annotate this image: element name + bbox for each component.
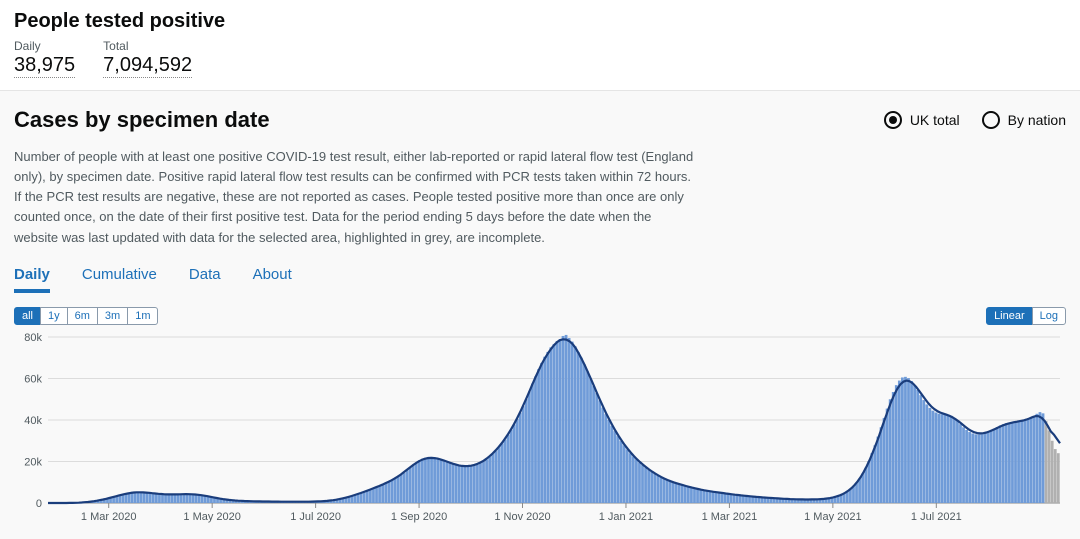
svg-text:1 May 2021: 1 May 2021 [804, 511, 861, 523]
section-description: Number of people with at least one posit… [14, 147, 694, 248]
view-radio-group: UK total By nation [884, 111, 1066, 129]
summary-section: People tested positive Daily 38,975 Tota… [0, 0, 1080, 91]
svg-text:60k: 60k [24, 373, 42, 385]
tab-about[interactable]: About [253, 266, 292, 293]
radio-by-nation[interactable]: By nation [982, 111, 1066, 129]
range-button-6m[interactable]: 6m [67, 307, 98, 325]
svg-text:1 Nov 2020: 1 Nov 2020 [494, 511, 550, 523]
tab-cumulative[interactable]: Cumulative [82, 266, 157, 293]
radio-uk-total[interactable]: UK total [884, 111, 960, 129]
stats-row: Daily 38,975 Total 7,094,592 [14, 39, 1066, 78]
radio-icon [982, 111, 1000, 129]
chart-container: 0 20k 40k 60k 80k 1 Mar 2020 1 May 2020 1 Jul 2… [14, 329, 1066, 529]
stat-daily: Daily 38,975 [14, 39, 75, 78]
stat-total: Total 7,094,592 [103, 39, 192, 78]
svg-text:1 Mar 2020: 1 Mar 2020 [81, 511, 137, 523]
svg-text:20k: 20k [24, 456, 42, 468]
chart-section: Cases by specimen date UK total By nation… [0, 91, 1080, 539]
section-header: Cases by specimen date UK total By nation [14, 107, 1066, 133]
svg-text:1 Jul 2021: 1 Jul 2021 [911, 511, 962, 523]
svg-text:0: 0 [36, 498, 42, 510]
chart-controls: all1y6m3m1m LinearLog [14, 307, 1066, 325]
section-title: Cases by specimen date [14, 107, 270, 133]
page-title: People tested positive [14, 10, 1066, 33]
radio-label: By nation [1008, 112, 1066, 128]
stat-label: Daily [14, 39, 75, 53]
stat-value: 38,975 [14, 53, 75, 78]
scale-button-linear[interactable]: Linear [986, 307, 1033, 325]
tab-daily[interactable]: Daily [14, 266, 50, 293]
svg-text:40k: 40k [24, 415, 42, 427]
svg-text:80k: 80k [24, 332, 42, 344]
svg-text:1 Sep 2020: 1 Sep 2020 [391, 511, 447, 523]
range-button-1m[interactable]: 1m [127, 307, 158, 325]
svg-text:1 Jan 2021: 1 Jan 2021 [599, 511, 653, 523]
radio-label: UK total [910, 112, 960, 128]
svg-text:1 Jul 2020: 1 Jul 2020 [290, 511, 341, 523]
range-button-3m[interactable]: 3m [97, 307, 128, 325]
cases-chart: 0 20k 40k 60k 80k 1 Mar 2020 1 May 2020 1 Jul 2… [14, 329, 1066, 529]
scale-button-group: LinearLog [986, 307, 1066, 325]
range-button-group: all1y6m3m1m [14, 307, 158, 325]
tabs: Daily Cumulative Data About [14, 266, 1066, 293]
range-button-1y[interactable]: 1y [40, 307, 68, 325]
stat-label: Total [103, 39, 192, 53]
svg-text:1 Mar 2021: 1 Mar 2021 [702, 511, 758, 523]
svg-text:1 May 2020: 1 May 2020 [183, 511, 240, 523]
scale-button-log[interactable]: Log [1032, 307, 1066, 325]
range-button-all[interactable]: all [14, 307, 41, 325]
radio-icon [884, 111, 902, 129]
stat-value: 7,094,592 [103, 53, 192, 78]
tab-data[interactable]: Data [189, 266, 221, 293]
